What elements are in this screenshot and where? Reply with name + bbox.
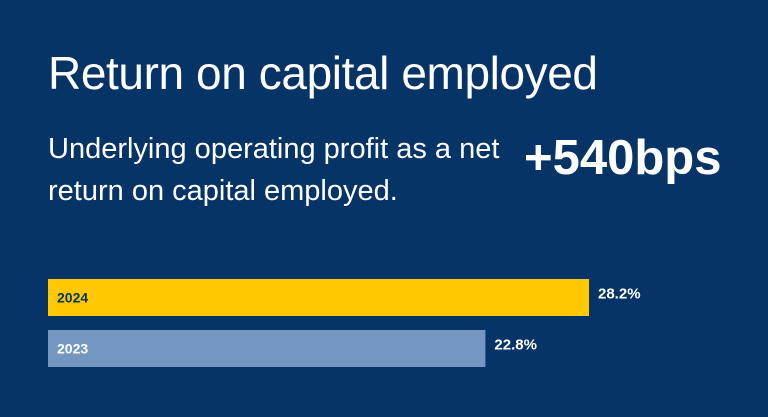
page-title: Return on capital employed bbox=[48, 47, 598, 99]
value-label-2024: 28.2% bbox=[598, 286, 641, 303]
category-label-2024: 2024 bbox=[57, 290, 88, 306]
category-label-2023: 2023 bbox=[57, 341, 88, 357]
bar-2024 bbox=[48, 279, 589, 316]
bar-2023 bbox=[48, 330, 486, 367]
subtitle: Underlying operating profit as a net ret… bbox=[48, 133, 500, 207]
value-label-2023: 22.8% bbox=[494, 337, 537, 354]
headline-metric: +540bps bbox=[524, 131, 722, 185]
